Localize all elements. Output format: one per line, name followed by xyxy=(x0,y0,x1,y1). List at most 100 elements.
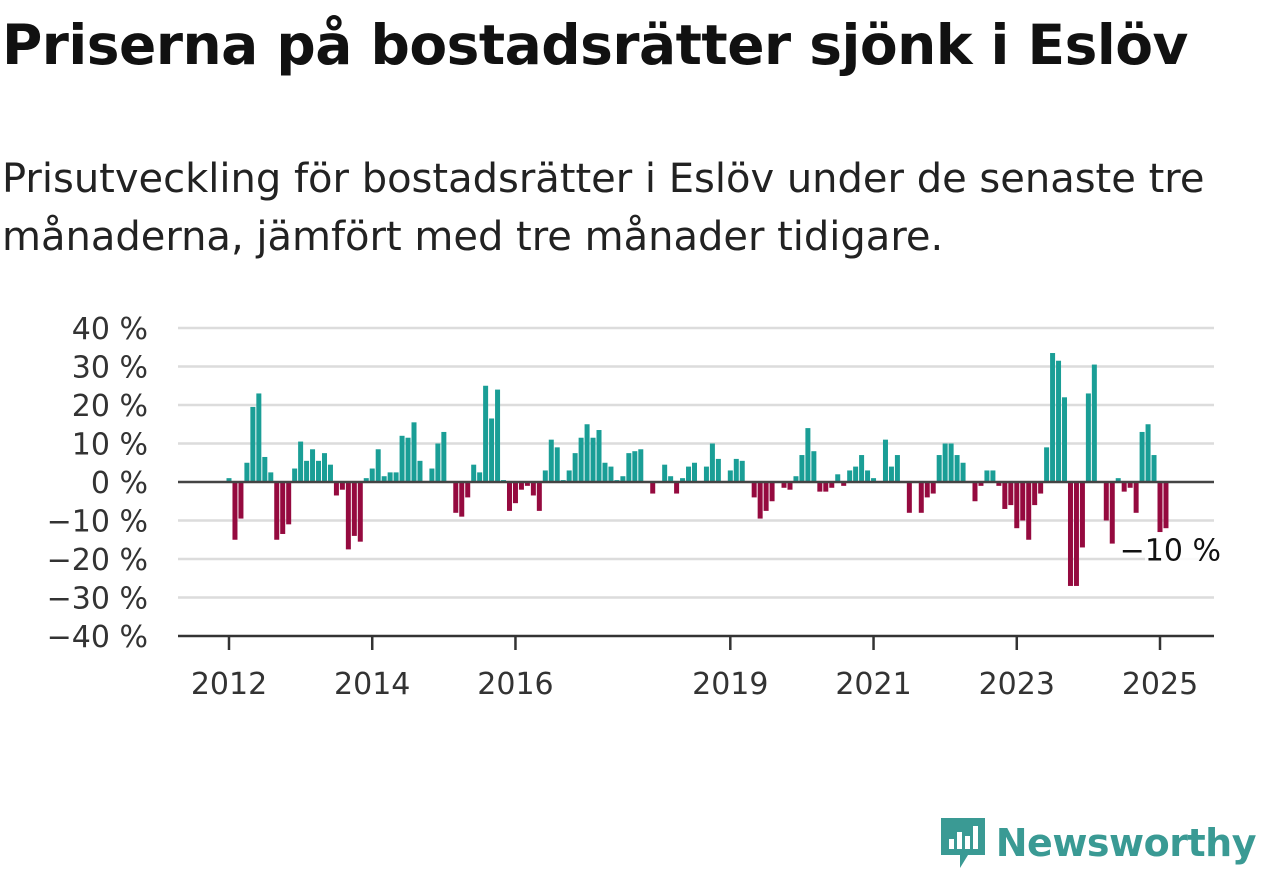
bar xyxy=(483,385,489,482)
bar xyxy=(680,478,686,482)
bar xyxy=(369,468,375,482)
bar xyxy=(280,482,286,534)
y-tick-label: −40 % xyxy=(47,620,148,655)
bar xyxy=(1103,482,1109,521)
bar xyxy=(1109,482,1115,544)
bar xyxy=(1151,455,1157,482)
bar xyxy=(441,431,447,482)
bar xyxy=(972,482,978,502)
bar xyxy=(602,462,608,482)
bar xyxy=(262,456,268,482)
y-tick-label: 0 % xyxy=(91,466,148,501)
bar xyxy=(888,466,894,482)
axes xyxy=(178,480,1214,650)
bar xyxy=(894,455,900,482)
bar xyxy=(1020,482,1026,521)
bar xyxy=(882,439,888,482)
bar xyxy=(692,462,697,482)
bar xyxy=(727,470,733,482)
bar xyxy=(865,470,871,482)
bar xyxy=(1163,482,1169,529)
bar xyxy=(709,443,715,482)
bar xyxy=(1139,431,1145,482)
bar xyxy=(638,449,644,482)
bar xyxy=(733,458,739,482)
y-tick-label: 10 % xyxy=(72,428,148,463)
bar xyxy=(769,482,775,502)
annotation-label: −10 % xyxy=(1120,534,1221,569)
bar xyxy=(393,472,399,483)
bar xyxy=(536,482,542,511)
bar xyxy=(477,472,483,483)
bar xyxy=(465,482,471,498)
newsworthy-logo-icon xyxy=(940,818,985,868)
bar xyxy=(578,437,584,482)
bar xyxy=(853,466,859,482)
bar xyxy=(859,455,865,482)
bar xyxy=(298,441,304,482)
bar-chart: 40 %30 %20 %10 %0 %−10 %−20 %−30 %−40 %2… xyxy=(47,312,1245,702)
bar xyxy=(763,482,769,511)
bar xyxy=(512,482,518,504)
bar xyxy=(715,458,721,482)
bar xyxy=(268,472,274,483)
bar xyxy=(924,482,930,498)
x-tick-label: 2023 xyxy=(979,667,1055,702)
bar xyxy=(405,437,411,482)
bar xyxy=(250,406,256,482)
bar xyxy=(387,472,393,483)
bar xyxy=(554,447,560,482)
bar xyxy=(459,482,465,517)
bar xyxy=(930,482,936,494)
bar xyxy=(238,482,244,519)
bar xyxy=(835,474,841,482)
bar xyxy=(871,478,877,482)
bar xyxy=(327,464,333,482)
chart-title: Priserna på bostadsrätter sjönk i Eslöv xyxy=(2,13,1188,77)
x-tick-label: 2014 xyxy=(334,667,410,702)
bar xyxy=(608,466,614,482)
annotation-background xyxy=(1145,532,1245,569)
x-tick-label: 2021 xyxy=(835,667,911,702)
bar xyxy=(1145,424,1151,482)
bar xyxy=(757,482,763,519)
bar xyxy=(495,389,501,482)
bar xyxy=(948,443,954,482)
bar xyxy=(351,482,357,536)
bar xyxy=(1127,482,1133,488)
x-tick-label: 2019 xyxy=(692,667,768,702)
bar xyxy=(823,482,829,492)
bar xyxy=(1014,482,1020,529)
bar xyxy=(1044,447,1050,482)
bar xyxy=(542,470,548,482)
bar xyxy=(781,482,787,488)
x-tick-label: 2012 xyxy=(191,667,267,702)
bar xyxy=(662,464,668,482)
bar xyxy=(339,482,345,490)
bar xyxy=(1002,482,1008,509)
bar xyxy=(650,482,656,494)
bar xyxy=(787,482,793,490)
bar xyxy=(590,437,596,482)
bar xyxy=(375,449,381,482)
bar xyxy=(703,466,709,482)
bar xyxy=(1157,482,1163,533)
bar xyxy=(1085,393,1091,482)
bar xyxy=(1008,482,1014,506)
bar xyxy=(1073,482,1079,586)
bar xyxy=(244,462,250,482)
bar xyxy=(1038,482,1044,494)
bar xyxy=(942,443,948,482)
bar xyxy=(417,460,423,482)
y-tick-label: 20 % xyxy=(72,389,148,424)
chart-subtitle: Prisutveckling för bostadsrätter i Eslöv… xyxy=(2,156,1205,260)
bar xyxy=(232,482,238,540)
bar xyxy=(674,482,680,494)
bar xyxy=(936,455,942,482)
bar xyxy=(1056,360,1062,483)
bar xyxy=(471,464,477,482)
y-tick-label: 40 % xyxy=(72,312,148,347)
axis-labels: 40 %30 %20 %10 %0 %−10 %−20 %−30 %−40 %2… xyxy=(47,312,1245,702)
bar xyxy=(429,468,435,482)
bar xyxy=(918,482,924,513)
